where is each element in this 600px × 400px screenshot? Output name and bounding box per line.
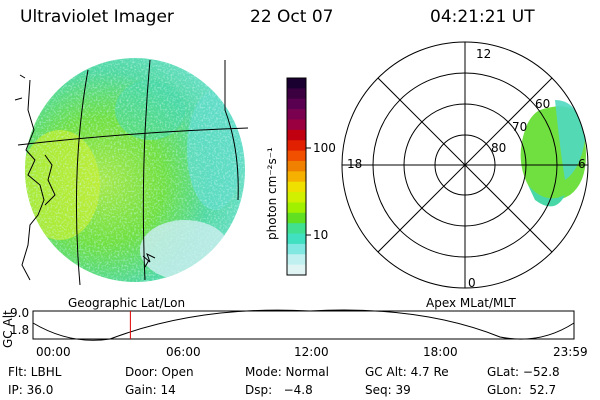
mlt-label-0: 0	[468, 276, 476, 290]
colorbar-stripe	[287, 160, 306, 172]
colorbar-stripe	[287, 88, 306, 100]
timeline-ytick-max: 9.0	[10, 306, 30, 320]
colorbar-stripe	[287, 171, 306, 183]
gain-status: Gain: 14	[125, 383, 176, 397]
colorbar-stripe	[287, 264, 306, 276]
apex-caption: Apex MLat/MLT	[426, 296, 516, 310]
colorbar-tick-10: 10	[313, 228, 329, 242]
lat-label-80: 80	[491, 141, 507, 155]
colorbar-stripe	[287, 202, 306, 214]
date-label: 22 Oct 07	[250, 7, 334, 27]
subsolar-marker	[142, 252, 156, 268]
colorbar-stripe	[287, 254, 306, 266]
timeline-xtick-1800: 18:00	[423, 345, 458, 359]
geographic-caption: Geographic Lat/Lon	[68, 296, 186, 310]
colorbar-stripe	[287, 223, 306, 235]
gc-alt-status: GC Alt: 4.7 Re	[365, 365, 449, 379]
filter-status: Flt: LBHL	[8, 365, 62, 379]
dsp-status: Dsp: −4.8	[245, 383, 313, 397]
colorbar-stripe	[287, 140, 306, 152]
mode-status: Mode: Normal	[245, 365, 329, 379]
colorbar-stripe	[287, 98, 306, 110]
geographic-image	[14, 58, 249, 286]
glon-status: GLon: 52.7	[487, 383, 557, 397]
colorbar-stripe	[287, 150, 306, 162]
instrument-title: Ultraviolet Imager	[20, 7, 174, 27]
door-status: Door: Open	[125, 365, 194, 379]
timeline-ytick-min: 1.8	[10, 323, 30, 337]
mlt-label-18: 18	[347, 157, 363, 171]
timeline-xtick-2359: 23:59	[553, 345, 588, 359]
colorbar-stripe	[287, 192, 306, 203]
latitude-line	[17, 127, 249, 146]
ip-status: IP: 36.0	[8, 383, 54, 397]
altitude-timeline	[32, 309, 575, 341]
colorbar-stripe	[287, 243, 306, 255]
longitude-line	[142, 59, 151, 281]
coastline	[21, 79, 45, 281]
coastline-inner	[44, 154, 56, 206]
colorbar-stripe	[287, 233, 306, 245]
colorbar	[286, 77, 311, 276]
timeline-xtick-0600: 06:00	[166, 345, 201, 359]
seq-status: Seq: 39	[365, 383, 411, 397]
glat-status: GLat: −52.8	[487, 365, 560, 379]
polar-plot	[341, 41, 589, 289]
timeline-xtick-1200: 12:00	[294, 345, 329, 359]
colorbar-stripe	[287, 129, 306, 141]
colorbar-stripe	[287, 181, 306, 193]
mlt-label-6: 6	[578, 157, 586, 171]
colorbar-stripe	[287, 119, 306, 131]
colorbar-stripe	[287, 212, 306, 224]
altitude-curve	[32, 309, 575, 341]
colorbar-stripe	[287, 109, 306, 120]
colorbar-label: photon cm⁻²s⁻¹	[265, 147, 279, 240]
colorbar-stripe	[287, 78, 306, 89]
mlt-label-12: 12	[476, 47, 492, 61]
longitude-line	[224, 60, 239, 201]
lat-label-70: 70	[512, 120, 528, 134]
longitude-line	[75, 69, 89, 286]
timeline-xtick-0000: 00:00	[36, 345, 71, 359]
colorbar-tick-100: 100	[313, 141, 336, 155]
lat-label-60: 60	[535, 97, 551, 111]
time-label: 04:21:21 UT	[430, 7, 535, 27]
